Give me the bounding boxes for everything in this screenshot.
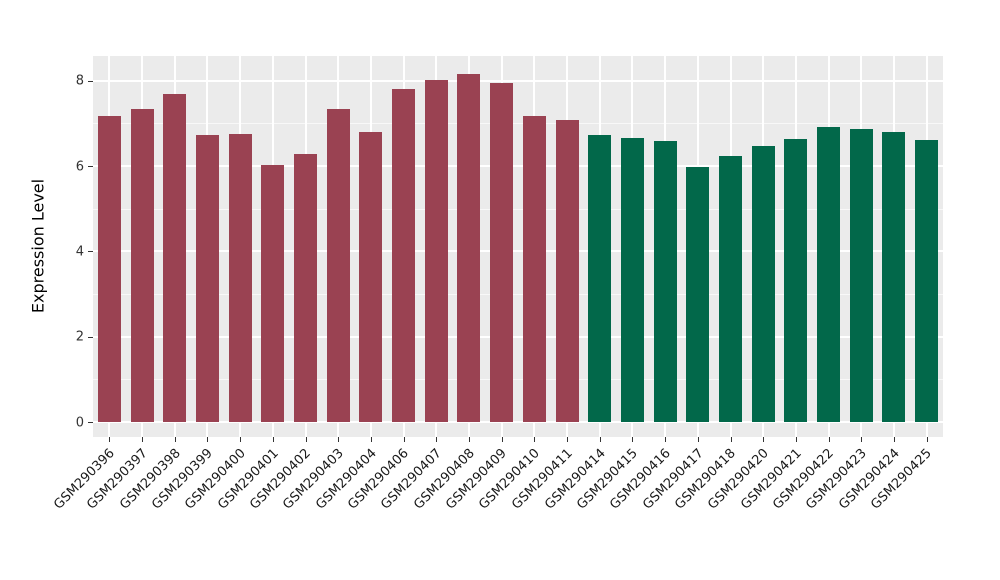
major-gridline	[93, 79, 943, 82]
bar-GSM290424	[882, 132, 906, 423]
y-axis-title: Expression Level	[28, 178, 48, 314]
bar-GSM290408	[457, 73, 481, 423]
y-tick-mark	[88, 166, 93, 168]
x-tick-mark	[730, 437, 732, 442]
bar-GSM290417	[686, 166, 710, 423]
y-tick-mark	[88, 251, 93, 253]
bar-GSM290411	[555, 119, 579, 423]
x-tick-mark	[501, 437, 503, 442]
bar-GSM290418	[719, 156, 742, 423]
bar-GSM290422	[817, 127, 841, 423]
x-tick-mark	[763, 437, 765, 442]
minor-gridline	[93, 208, 943, 210]
y-tick-mark	[88, 80, 93, 82]
minor-gridline	[93, 294, 943, 296]
x-tick-mark	[861, 437, 863, 442]
bar-GSM290406	[392, 89, 416, 423]
x-tick-mark	[632, 437, 634, 442]
bar-GSM290400	[228, 134, 252, 423]
bar-GSM290399	[195, 135, 219, 423]
x-tick-mark	[828, 437, 830, 442]
x-tick-mark	[893, 437, 895, 442]
major-gridline	[93, 250, 943, 253]
x-tick-mark	[926, 437, 928, 442]
bar-GSM290414	[588, 134, 612, 423]
bar-GSM290415	[620, 137, 644, 423]
x-tick-mark	[174, 437, 176, 442]
bar-GSM290421	[784, 138, 808, 423]
x-tick-mark	[468, 437, 470, 442]
x-tick-mark	[305, 437, 307, 442]
x-tick-mark	[370, 437, 372, 442]
bar-GSM290423	[849, 128, 873, 423]
x-tick-mark	[599, 437, 601, 442]
x-tick-mark	[142, 437, 144, 442]
bar-GSM290404	[359, 131, 383, 423]
y-tick-label: 8	[75, 73, 84, 89]
bar-GSM290396	[97, 115, 121, 423]
minor-gridline	[93, 123, 943, 125]
bar-GSM290402	[294, 154, 317, 423]
bar-GSM290397	[130, 109, 154, 423]
x-tick-mark	[697, 437, 699, 442]
major-gridline	[93, 421, 943, 424]
y-tick-mark	[88, 422, 93, 424]
bar-GSM290420	[751, 146, 775, 423]
bar-GSM290401	[261, 164, 285, 423]
plot-panel	[93, 56, 943, 437]
x-tick-mark	[534, 437, 536, 442]
y-tick-label: 0	[75, 415, 84, 431]
major-gridline	[93, 335, 943, 338]
y-tick-label: 6	[75, 159, 84, 175]
x-tick-mark	[665, 437, 667, 442]
major-gridline	[93, 165, 943, 168]
x-tick-mark	[338, 437, 340, 442]
bar-GSM290403	[326, 108, 350, 423]
x-tick-mark	[207, 437, 209, 442]
x-tick-mark	[436, 437, 438, 442]
bar-GSM290407	[424, 80, 448, 423]
bar-GSM290409	[490, 82, 514, 423]
bar-GSM290425	[915, 139, 939, 423]
x-tick-mark	[567, 437, 569, 442]
y-tick-label: 4	[75, 244, 84, 260]
y-tick-label: 2	[75, 329, 84, 345]
bar-GSM290416	[653, 140, 677, 423]
minor-gridline	[93, 379, 943, 381]
bar-GSM290398	[163, 94, 187, 423]
bar-GSM290410	[522, 115, 546, 423]
x-tick-mark	[403, 437, 405, 442]
x-tick-mark	[272, 437, 274, 442]
x-tick-mark	[240, 437, 242, 442]
x-tick-mark	[795, 437, 797, 442]
x-tick-mark	[109, 437, 111, 442]
y-tick-mark	[88, 336, 93, 338]
